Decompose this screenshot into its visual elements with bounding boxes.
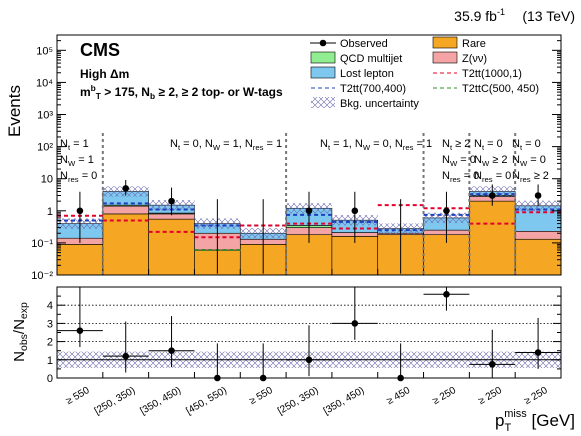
- region-label: NW ≥ 2: [474, 154, 508, 168]
- x-category-label: ≥ 250: [431, 385, 458, 407]
- region-label: Nt = 0, NW = 1, Nres = 1: [170, 138, 282, 152]
- x-category-label: ≥ 250: [477, 385, 504, 407]
- ratio-y-tick-label: 0: [47, 373, 53, 385]
- x-category-label: ≥ 550: [248, 385, 275, 407]
- ratio-y-tick-label: 3: [47, 318, 53, 330]
- x-category-label: [450, 550): [184, 385, 229, 417]
- legend-uncertainty-label: Bkg. uncertainty: [340, 98, 419, 110]
- legend-znunu-swatch: [432, 51, 458, 64]
- x-category-label: [250, 350): [93, 385, 138, 417]
- x-category-label: ≥ 450: [385, 385, 412, 407]
- x-category-label: [350, 450): [322, 385, 367, 417]
- observed-point: [443, 207, 450, 215]
- x-category-label: ≥ 550: [64, 385, 91, 407]
- energy-label: (13 TeV): [522, 8, 575, 24]
- y-tick-label: 10⁻²: [31, 270, 53, 282]
- legend-qcd-label: QCD multijet: [340, 53, 402, 65]
- x-category-label: [250, 350): [276, 385, 321, 417]
- x-category-label: ≥ 250: [522, 385, 549, 407]
- bar-rare: [469, 200, 516, 276]
- observed-point: [305, 207, 313, 215]
- ratio-point: [443, 290, 450, 298]
- region-label: Nt = 1: [60, 138, 89, 152]
- legend-qcd-swatch: [310, 51, 336, 64]
- uncertainty-band: [515, 200, 561, 211]
- region-label: NW = 1: [60, 154, 94, 168]
- selection-label-1: High Δm: [80, 67, 129, 81]
- ratio-y-tick-label: 1: [47, 355, 53, 367]
- main-frame: [56, 34, 562, 276]
- bar-rare: [102, 213, 149, 276]
- legend-znunu-label: Z(νν): [462, 53, 487, 65]
- legend-rare-label: Rare: [462, 38, 486, 50]
- y-tick-label: 10⁵: [36, 45, 53, 57]
- legend-lostlepton-label: Lost lepton: [340, 68, 394, 80]
- legend-uncertainty-swatch: [311, 97, 335, 108]
- legend-rare-swatch: [432, 36, 458, 49]
- legend-observed-label: Observed: [340, 38, 388, 50]
- x-category-label: [350, 450): [139, 385, 184, 417]
- ratio-point: [76, 327, 84, 334]
- observed-point: [534, 192, 542, 199]
- ratio-point: [305, 356, 313, 364]
- legend-observed-marker: [319, 39, 327, 47]
- ratio-y-tick-label: 4: [47, 300, 53, 312]
- legend-signal3-label: T2ttC(500, 450): [462, 83, 539, 95]
- bar-z----: [514, 230, 562, 240]
- experiment-label: CMS: [80, 40, 120, 60]
- selection-label-2: mbT > 175, Nb ≥ 2, ≥ 2 top- or W-tags: [80, 83, 283, 101]
- bar-rare: [56, 244, 104, 276]
- region-label: Nres ≥ 2: [512, 170, 549, 184]
- observed-point: [76, 207, 84, 215]
- y-tick-label: 10³: [37, 110, 53, 122]
- region-label: Nres = 0: [60, 170, 97, 184]
- ratio-point: [168, 347, 175, 355]
- lumi-label: 35.9 fb-1: [454, 7, 505, 24]
- region-label: Nres = 0: [442, 170, 479, 184]
- legend-lostlepton-swatch: [310, 66, 336, 79]
- y-tick-label: 1: [47, 206, 53, 218]
- bar-z----: [102, 205, 149, 215]
- observed-point: [488, 192, 496, 199]
- region-label: NW = 0: [442, 154, 476, 168]
- bar-rare: [514, 238, 562, 276]
- y-tick-label: 10: [41, 174, 53, 186]
- y-tick-label: 10²: [37, 142, 53, 154]
- y-tick-label: 10⁻¹: [31, 238, 53, 250]
- region-label: Nt = 0: [474, 138, 503, 152]
- bar-rare: [148, 218, 195, 276]
- region-label: Nt ≥ 2: [442, 138, 470, 152]
- observed-point: [122, 185, 130, 192]
- region-label: Nt = 1, NW = 0, Nres = 1: [320, 138, 432, 152]
- ratio-y-tick-label: 2: [47, 337, 53, 349]
- ratio-point: [488, 361, 496, 368]
- region-label: Nres = 0: [474, 170, 511, 184]
- ratio-point: [122, 352, 130, 360]
- x-axis-label: pTmiss [GeV]: [495, 408, 575, 434]
- region-label: Nt = 0: [512, 138, 541, 152]
- ratio-y-axis-label: Nobs/Nexp: [11, 302, 30, 362]
- y-axis-label: Events: [5, 85, 24, 137]
- legend-signal1-label: T2tt(700,400): [340, 83, 406, 95]
- ratio-point: [534, 349, 542, 356]
- region-label: NW = 0: [512, 154, 546, 168]
- observed-point: [168, 197, 175, 205]
- observed-point: [351, 207, 359, 215]
- main-panel: 10⁻² 10⁻¹ 1 10 10² 10³ 10⁴ 10⁵ Events Nt = 1 NW = …: [5, 34, 562, 282]
- y-tick-label: 10⁴: [36, 77, 53, 89]
- ratio-point: [351, 320, 359, 327]
- legend-signal2-label: T2tt(1000,1): [462, 68, 522, 80]
